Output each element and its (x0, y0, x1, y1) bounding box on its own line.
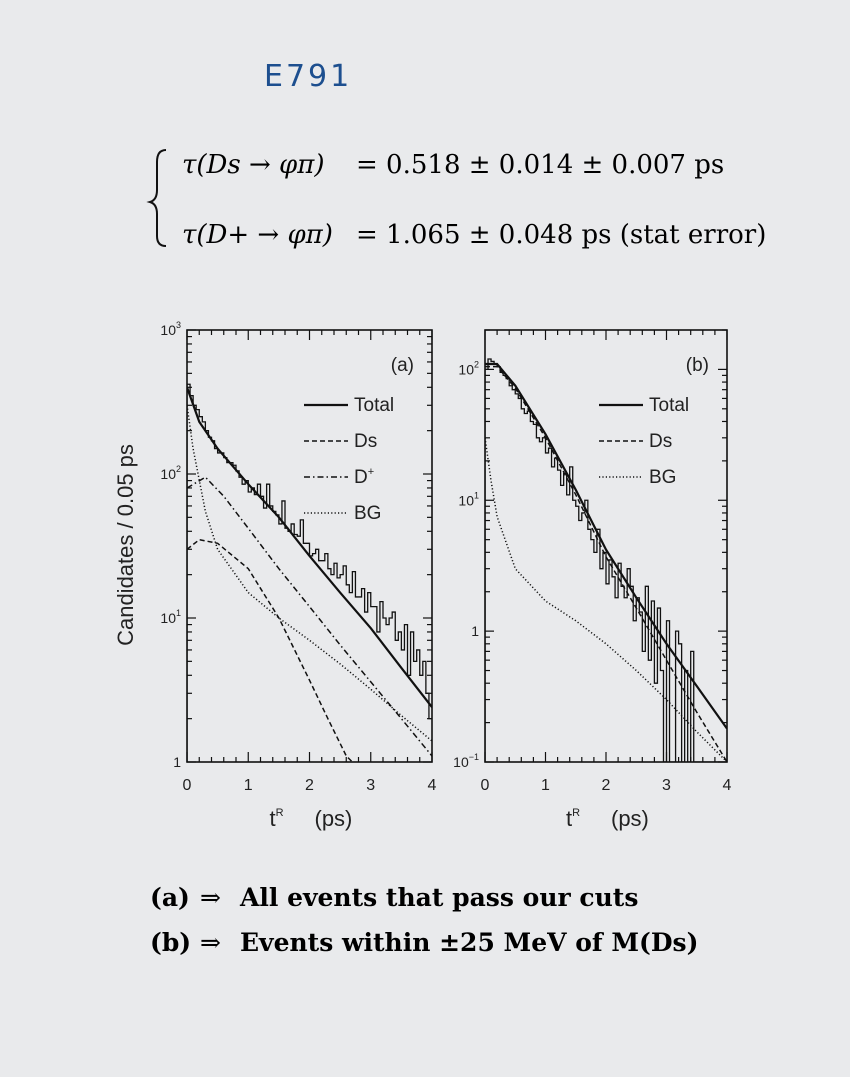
y-tick-label: 10−1 (453, 752, 479, 770)
caption-b-label: (b) (150, 928, 191, 957)
legend-label: Total (354, 395, 394, 416)
legend-label: D+ (354, 466, 374, 488)
y-tick-label: 101 (160, 608, 181, 626)
x-tick-label: 0 (481, 777, 490, 794)
legend-label: Ds (649, 431, 672, 452)
x-axis-label: tR (270, 806, 284, 831)
equation-2-lhs: τ(D+ → φπ) (182, 220, 333, 250)
y-tick-label: 1 (471, 623, 479, 639)
legend-label: BG (649, 467, 676, 488)
x-axis-label: tR (566, 806, 580, 831)
histogram-data (187, 383, 432, 762)
equation-brace (146, 149, 167, 247)
x-tick-label: 1 (541, 777, 550, 794)
x-tick-label: 2 (602, 777, 611, 794)
equation-2-rhs: = 1.065 ± 0.048 ps (stat error) (356, 220, 766, 250)
y-tick-label: 102 (160, 464, 181, 482)
x-axis-unit: (ps) (611, 806, 649, 831)
x-tick-label: 4 (723, 777, 732, 794)
x-tick-label: 3 (366, 777, 375, 794)
equation-1-lhs: τ(Ds → φπ) (182, 150, 324, 180)
x-axis-unit: (ps) (315, 806, 353, 831)
x-tick-label: 2 (305, 777, 314, 794)
x-tick-label: 0 (183, 777, 192, 794)
histogram-data (485, 358, 727, 762)
series-total-curve (485, 362, 727, 730)
legend-label: BG (354, 503, 381, 524)
panel-label: (b) (686, 355, 709, 376)
series-bg-curve (485, 437, 727, 762)
equations-block: τ(Ds → φπ) = 0.518 ± 0.014 ± 0.007 ps τ(… (146, 149, 766, 250)
x-tick-label: 1 (244, 777, 253, 794)
series-ds-curve (187, 538, 353, 762)
x-tick-label: 3 (662, 777, 671, 794)
legend-label: Ds (354, 431, 377, 452)
experiment-label: E791 (264, 59, 352, 94)
caption-b-arrow: ⇒ (200, 928, 221, 957)
caption-a-arrow: ⇒ (200, 883, 221, 912)
caption-a-label: (a) (150, 883, 190, 912)
y-tick-label: 101 (458, 490, 479, 508)
y-tick-label: 103 (160, 320, 181, 338)
panel-label: (a) (391, 355, 414, 376)
legend-label: Total (649, 395, 689, 416)
x-tick-label: 4 (428, 777, 437, 794)
series-total-curve (187, 386, 432, 708)
chart-panel-b: 10−1 1 101 102 0 1 2 3 4 tR (ps) (b) Total Ds BG (453, 329, 732, 831)
series-ds-curve (485, 365, 727, 762)
y-tick-label: 102 (458, 359, 479, 377)
caption-a-text: All events that pass our cuts (239, 883, 638, 912)
series-dplus-curve (187, 476, 432, 757)
y-axis-label: Candidates / 0.05 ps (113, 444, 138, 646)
captions: (a) ⇒ All events that pass our cuts (b) … (150, 883, 698, 957)
equation-1-rhs: = 0.518 ± 0.014 ± 0.007 ps (356, 150, 724, 180)
y-tick-label: 1 (173, 754, 181, 770)
caption-b-text: Events within ±25 MeV of M(Ds) (240, 928, 698, 957)
